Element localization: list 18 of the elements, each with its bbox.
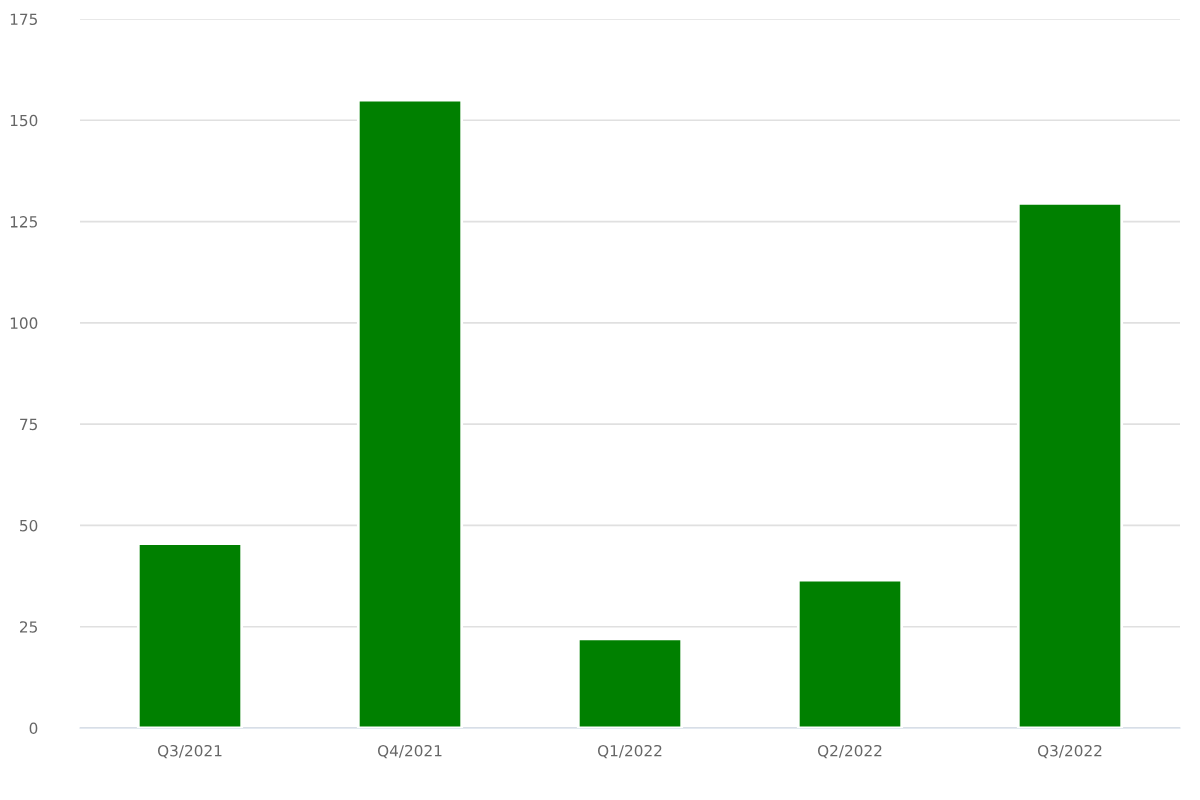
x-tick-label: Q4/2021 [377, 744, 442, 759]
x-tick-label: Q3/2022 [1037, 744, 1102, 759]
bar [136, 542, 244, 728]
y-tick-label: 150 [10, 114, 38, 127]
y-tick-label: 100 [10, 317, 38, 329]
y-tick-label: 25 [20, 621, 37, 633]
y-tick-label: 75 [20, 418, 37, 431]
y-tick-label: 125 [10, 216, 37, 228]
x-tick-label: Q3/2021 [157, 744, 222, 759]
x-tick-label: Q1/2022 [597, 744, 662, 759]
y-tick-label: 50 [20, 519, 38, 532]
bar [356, 98, 464, 728]
bar [576, 637, 684, 728]
x-tick-label: Q2/2022 [817, 744, 882, 759]
y-tick-label: 175 [10, 13, 37, 26]
y-tick-label: 0 [29, 722, 38, 735]
bar [1016, 201, 1124, 728]
bar [796, 578, 904, 728]
